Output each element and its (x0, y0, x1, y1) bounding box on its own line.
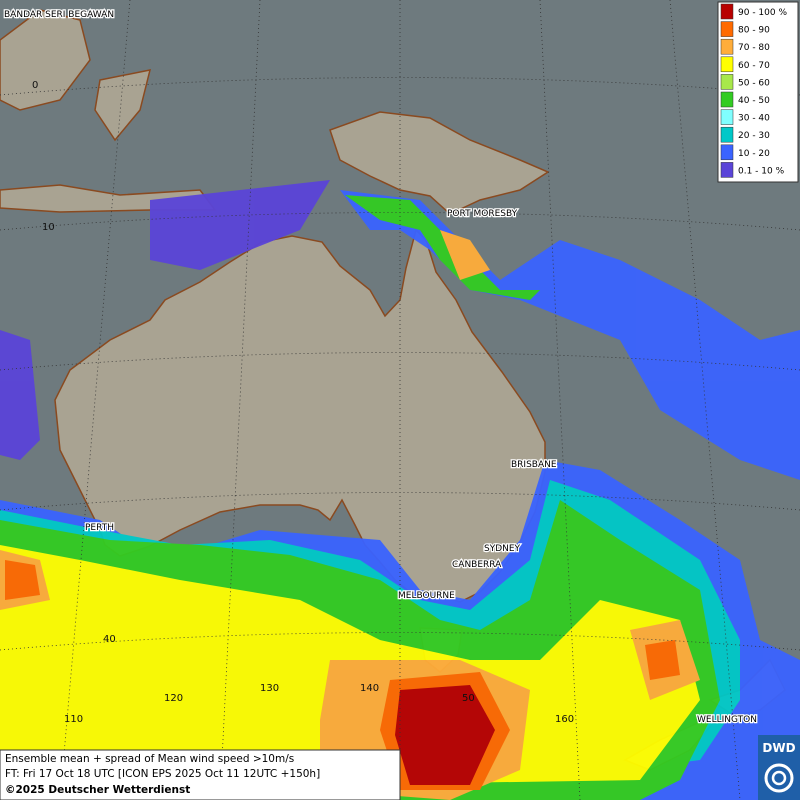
legend-swatch (720, 56, 734, 73)
logo-swirl (764, 763, 794, 793)
legend-swatch (720, 38, 734, 55)
legend-label: 30 - 40 (738, 114, 770, 124)
caption-box (0, 749, 401, 801)
legend-label: 50 - 60 (738, 78, 770, 88)
grid-label: 50 (462, 693, 475, 704)
legend-label: 90 - 100 % (738, 8, 787, 18)
legend-swatch (720, 91, 734, 108)
legend-label: 0.1 - 10 % (738, 166, 785, 176)
legend-swatch (720, 3, 734, 20)
caption-line: ©2025 Deutscher Wetterdienst (5, 784, 190, 796)
city-label: BRISBANE (511, 460, 557, 470)
australia (54, 228, 546, 603)
city-label: PORT MORESBY (447, 209, 518, 219)
legend-swatch (720, 162, 734, 178)
city-label: CANBERRA (452, 560, 502, 570)
city-label: SYDNEY (484, 544, 521, 554)
legend-label: 40 - 50 (738, 96, 770, 106)
legend-swatch (720, 144, 734, 161)
new-guinea (329, 111, 550, 215)
legend-swatch (720, 21, 734, 37)
grid-label: 140 (360, 683, 379, 694)
grid-label: 110 (64, 714, 83, 725)
landmasses (0, 9, 786, 771)
legend: 90 - 100 % 80 - 90 70 - 80 60 - 70 50 - 60 40… (717, 1, 799, 183)
legend-label: 20 - 30 (738, 131, 770, 141)
grid-label: 130 (260, 683, 279, 694)
grid-label: 40 (103, 634, 116, 645)
legend-label: 60 - 70 (738, 61, 770, 71)
legend-label: 10 - 20 (738, 149, 770, 159)
logo-box (758, 735, 800, 800)
city-label: PERTH (85, 523, 114, 533)
city-label: WELLINGTON (697, 715, 757, 725)
city-label: BANDAR SERI BEGAWAN (4, 10, 114, 20)
legend-swatch (720, 126, 734, 143)
caption-line: FT: Fri 17 Oct 18 UTC [ICON EPS 2025 Oct… (5, 768, 320, 780)
grid-label: 0 (32, 80, 38, 91)
legend-swatch (720, 109, 734, 125)
legend-label: 70 - 80 (738, 43, 770, 53)
logo-text: DWD (762, 741, 795, 755)
city-label: MELBOURNE (398, 591, 455, 601)
caption-line: Ensemble mean + spread of Mean wind spee… (5, 753, 294, 765)
grid-label: 160 (555, 714, 574, 725)
logo-swirl (771, 770, 787, 786)
legend-label: 80 - 90 (738, 26, 770, 36)
legend-swatch (720, 74, 734, 90)
grid-label: 10 (42, 222, 55, 233)
wind-shading (0, 180, 800, 800)
grid-label: 120 (164, 693, 183, 704)
